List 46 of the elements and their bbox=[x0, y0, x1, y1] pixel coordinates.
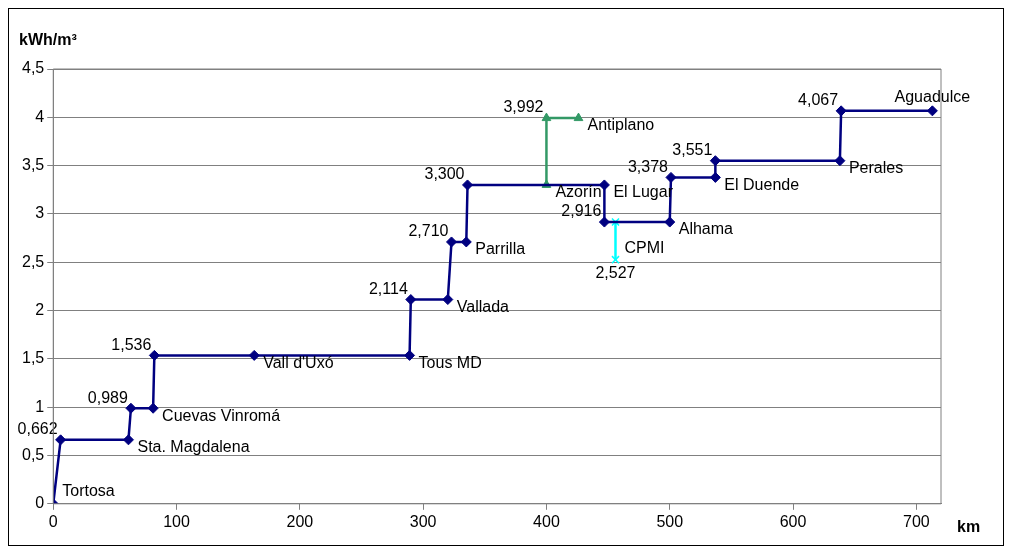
annotation: Perales bbox=[848, 159, 904, 177]
y-tick-label: 1 bbox=[35, 397, 45, 415]
y-tick-label: 0,5 bbox=[21, 445, 45, 463]
y-tick-label: 4 bbox=[35, 107, 45, 125]
data-label: 0,662 bbox=[17, 420, 58, 438]
data-label: 3,551 bbox=[672, 141, 713, 159]
data-label: 2,916 bbox=[561, 202, 602, 220]
annotation: Vallada bbox=[456, 297, 510, 315]
annotation: Cuevas Vinromá bbox=[162, 406, 281, 424]
data-label: 2,114 bbox=[368, 279, 408, 297]
annotation: Vall d'Uxó bbox=[263, 353, 334, 371]
annotation: Tous MD bbox=[418, 353, 482, 371]
data-label: 1,536 bbox=[111, 335, 152, 353]
x-tick-label: 500 bbox=[656, 512, 684, 530]
x-tick-label: 600 bbox=[779, 512, 807, 530]
y-axis-title: kWh/m³ bbox=[19, 31, 77, 49]
y-tick-label: 2 bbox=[35, 300, 45, 318]
x-tick-label: 100 bbox=[163, 512, 190, 530]
data-label: 3,300 bbox=[424, 165, 465, 183]
x-tick-label: 0 bbox=[48, 512, 58, 530]
data-label: 3,378 bbox=[627, 157, 669, 175]
annotation: Tortosa bbox=[62, 482, 115, 500]
data-label: 2,527 bbox=[595, 264, 636, 282]
annotation: Antiplano bbox=[587, 116, 655, 134]
y-tick-label: 1,5 bbox=[21, 349, 45, 367]
data-label: 2,710 bbox=[408, 222, 449, 240]
annotation: Alhama bbox=[678, 220, 734, 238]
annotation: CPMI bbox=[624, 239, 665, 257]
y-tick-label: 0 bbox=[35, 494, 45, 512]
data-label: 3,992 bbox=[503, 98, 544, 116]
annotation: Parrilla bbox=[475, 240, 526, 258]
x-axis-title: km bbox=[957, 518, 981, 536]
annotation: Aguadulce bbox=[894, 88, 971, 106]
annotation: Sta. Magdalena bbox=[137, 438, 250, 456]
x-tick-label: 400 bbox=[533, 512, 560, 530]
y-tick-label: 4,5 bbox=[21, 59, 45, 77]
annotation: Azorín bbox=[555, 183, 602, 201]
x-tick-label: 300 bbox=[409, 512, 437, 530]
data-label: 4,067 bbox=[798, 91, 839, 109]
x-tick-label: 700 bbox=[902, 512, 930, 530]
annotation: El Duende bbox=[724, 175, 800, 193]
data-label: 0,989 bbox=[87, 388, 129, 406]
y-tick-label: 3 bbox=[35, 204, 45, 222]
y-tick-label: 2,5 bbox=[21, 252, 45, 270]
x-tick-label: 200 bbox=[286, 512, 314, 530]
y-tick-label: 3,5 bbox=[21, 156, 45, 174]
